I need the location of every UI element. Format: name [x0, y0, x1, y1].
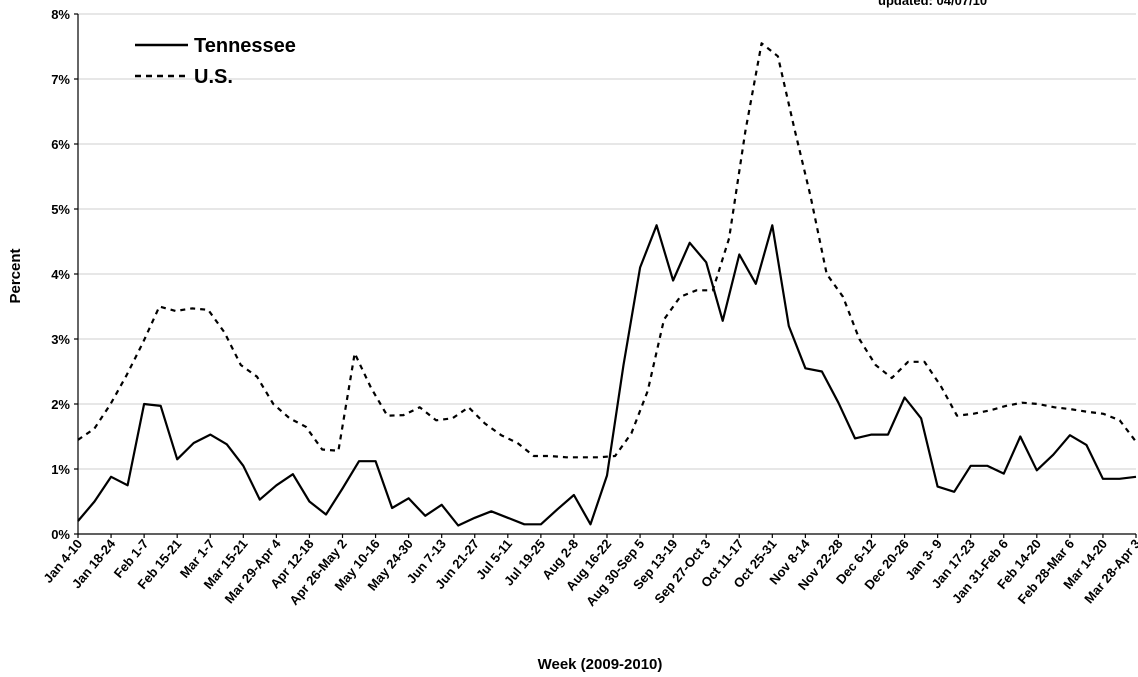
- gridlines: [78, 13, 1136, 470]
- y-axis-title: Percent: [7, 248, 24, 303]
- y-tick-label: 8%: [51, 7, 70, 22]
- y-tick-label: 1%: [51, 462, 70, 477]
- legend-label-tennessee: Tennessee: [194, 35, 296, 57]
- y-tick-label: 7%: [51, 72, 70, 87]
- y-tick-label: 3%: [51, 332, 70, 347]
- series-lines: [77, 42, 1137, 527]
- y-tick-label: 6%: [51, 137, 70, 152]
- series-line-u-s: [77, 42, 1137, 459]
- y-tick-label: 5%: [51, 202, 70, 217]
- updated-date: updated: 04/07/10: [878, 0, 987, 8]
- y-tick-label: 0%: [51, 527, 70, 542]
- axes: [74, 13, 1137, 538]
- x-axis-title: Week (2009-2010): [538, 656, 663, 673]
- legend: Tennessee U.S.: [135, 35, 296, 88]
- y-tick-label: 4%: [51, 267, 70, 282]
- series-line-tennessee: [77, 224, 1137, 527]
- y-tick-label: 2%: [51, 397, 70, 412]
- y-tick-labels: 0% 1% 2% 3% 4% 5% 6% 7% 8%: [51, 7, 70, 542]
- legend-label-us: U.S.: [194, 66, 233, 88]
